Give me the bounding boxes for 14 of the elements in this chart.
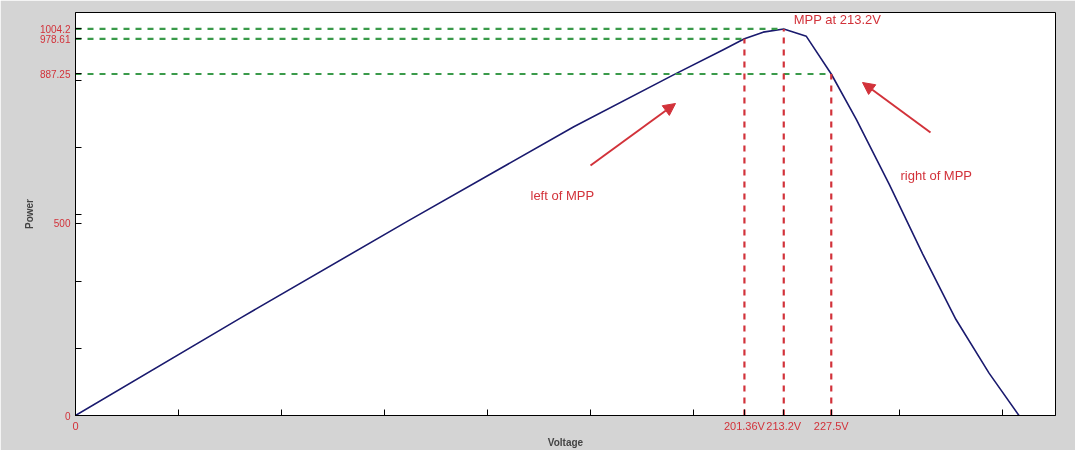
- x-tick-label: 213.2V: [766, 419, 802, 432]
- annotation: right of MPP: [900, 167, 973, 183]
- annotation: left of MPP: [530, 187, 595, 203]
- x-axis-title: Voltage: [547, 436, 584, 448]
- y-tick-label: 500: [53, 218, 71, 230]
- y-tick-label: 1004.2: [39, 23, 71, 35]
- x-tick-label: 0: [72, 419, 79, 432]
- x-tick-label: 201.36V: [723, 419, 766, 432]
- y-tick-label: 0: [64, 410, 71, 422]
- y-axis-title: Power: [23, 198, 35, 229]
- y-tick-label: 887.25: [39, 68, 71, 80]
- x-tick-label: 227.5V: [813, 419, 850, 432]
- annotation: MPP at 213.2V: [793, 11, 882, 27]
- y-tick-label: 978.61: [39, 33, 71, 45]
